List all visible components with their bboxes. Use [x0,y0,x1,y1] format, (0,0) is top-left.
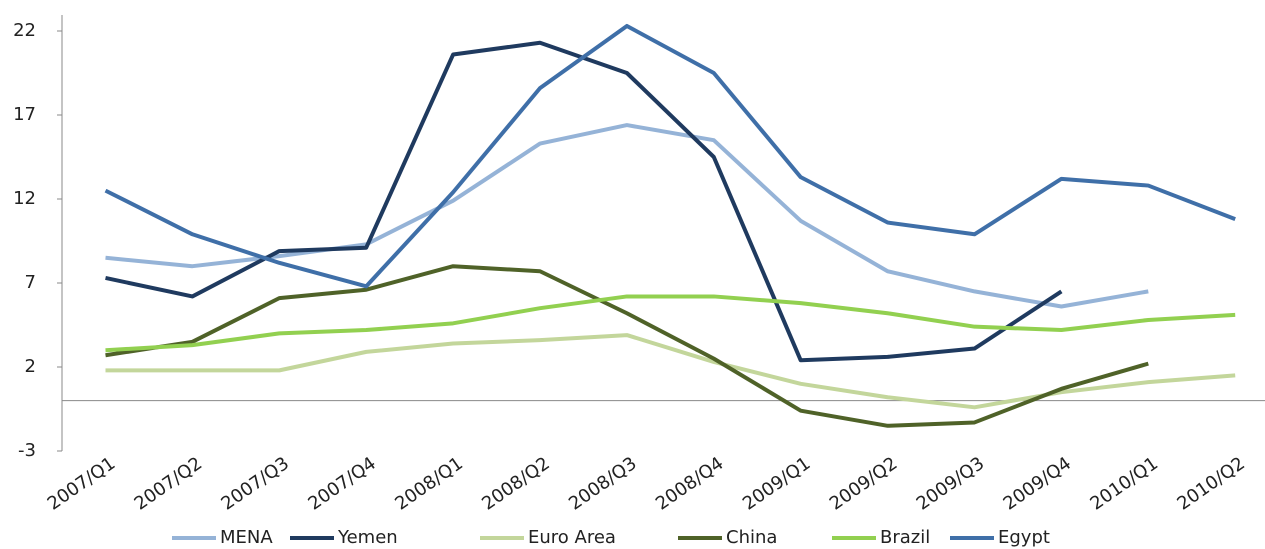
x-tick-label: 2010/Q1 [1087,453,1163,515]
y-tick-label: 17 [13,104,36,125]
x-tick-label: 2010/Q2 [1173,453,1249,515]
legend-label: MENA [220,527,273,548]
x-tick-label: 2007/Q1 [44,453,120,515]
legend-label: Brazil [880,527,930,548]
x-tick-label: 2007/Q3 [218,453,294,515]
y-tick-label: 22 [13,20,36,41]
x-tick-label: 2009/Q2 [826,453,902,515]
series-line [104,23,1236,289]
legend-label: Euro Area [528,527,616,548]
x-tick-label: 2007/Q2 [131,453,207,515]
x-tick-label: 2009/Q4 [1000,453,1076,515]
y-tick-label: 12 [13,188,36,209]
x-tick-label: 2008/Q1 [391,453,467,515]
y-tick-label: 7 [25,272,36,293]
y-tick-label: -3 [18,440,36,461]
x-tick-label: 2009/Q1 [739,453,815,515]
legend-label: Yemen [337,527,398,548]
series-line [105,333,1236,410]
legend-label: China [726,527,777,548]
x-tick-label: 2008/Q3 [565,453,641,515]
x-tick-label: 2007/Q4 [304,453,380,515]
series-line [105,264,1149,428]
legend-label: Egypt [998,527,1050,548]
y-tick-label: 2 [25,356,36,377]
x-tick-label: 2008/Q4 [652,453,728,515]
x-tick-label: 2008/Q2 [478,453,554,515]
series-line [105,294,1236,353]
series-line [105,123,1149,309]
x-tick-label: 2009/Q3 [913,453,989,515]
